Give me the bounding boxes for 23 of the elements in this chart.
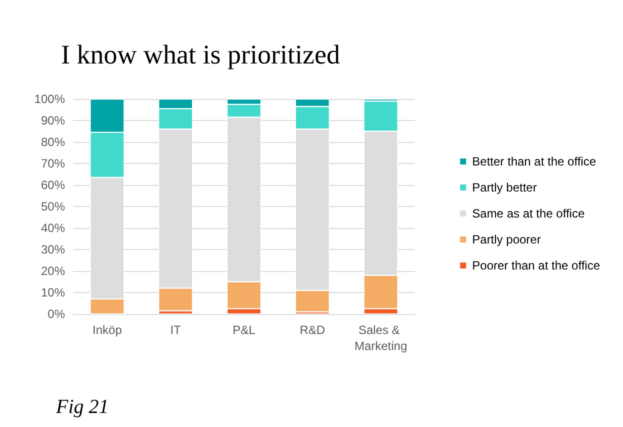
y-tick-label: 30%	[40, 242, 66, 256]
y-tick-label: 0%	[48, 307, 66, 321]
y-tick-label: 80%	[40, 135, 66, 149]
y-tick-label: 100%	[34, 92, 66, 106]
y-tick-label: 60%	[40, 178, 66, 192]
chart-title: I know what is prioritized	[61, 40, 340, 70]
x-tick-label: IT	[170, 323, 182, 337]
y-tick-label: 40%	[40, 221, 66, 235]
x-tick-label: P&L	[232, 323, 256, 337]
y-tick-label: 90%	[40, 114, 66, 128]
legend-label: Same as at the office	[472, 206, 585, 220]
x-tick-label: R&D	[300, 323, 326, 337]
y-tick-label: 10%	[40, 286, 66, 300]
y-tick-label: 70%	[40, 156, 66, 170]
legend-label: Partly poorer	[472, 232, 541, 246]
legend-label: Better than at the office	[472, 154, 596, 168]
x-tick-label: Sales & Marketing	[354, 323, 408, 353]
x-tick-label: Inköp	[92, 323, 122, 337]
legend-label: Poorer than at the office	[472, 258, 600, 272]
legend-label: Partly better	[472, 180, 537, 194]
caption: Fig 21	[55, 396, 109, 418]
y-tick-label: 20%	[40, 264, 66, 278]
y-tick-label: 50%	[40, 200, 66, 214]
